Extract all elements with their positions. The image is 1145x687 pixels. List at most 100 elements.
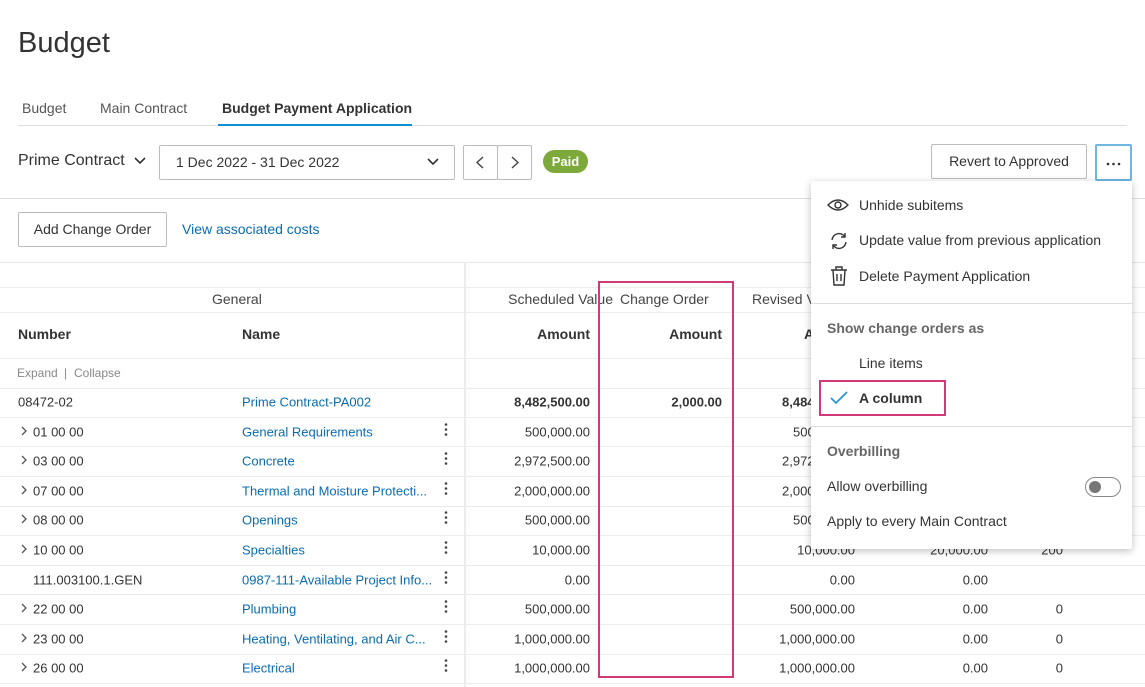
status-badge: Paid	[543, 150, 588, 173]
cell-name[interactable]: Specialties	[242, 542, 305, 558]
row-menu	[440, 451, 452, 472]
cell-number: 01 00 00	[33, 424, 84, 440]
trash-icon	[831, 266, 847, 286]
menu-item[interactable]: Delete Payment Application	[859, 268, 1031, 284]
menu-heading: Overbilling	[827, 443, 901, 459]
chevron	[134, 157, 146, 165]
tab-active[interactable]: Budget Payment Application	[222, 100, 413, 116]
row-menu	[440, 569, 452, 590]
cell-revised: 8,484	[782, 394, 815, 410]
cell-revised: 500,000.00	[789, 601, 855, 617]
row-border	[0, 476, 1145, 477]
date-range: 1 Dec 2022 - 31 Dec 2022	[176, 154, 340, 170]
cell-revised: 0.00	[829, 572, 855, 588]
expand-chevron	[19, 424, 29, 440]
menu-option[interactable]: Line items	[859, 355, 923, 371]
expand-link[interactable]: Expand	[17, 366, 58, 380]
cell-name[interactable]: Openings	[242, 512, 298, 528]
cell-percent: 0	[1055, 601, 1063, 617]
menu-label: Allow overbilling	[827, 478, 928, 494]
group-header: Revised V	[752, 291, 816, 307]
row-border	[0, 594, 1145, 595]
tab[interactable]: Main Contract	[100, 100, 188, 116]
row-border	[0, 388, 1145, 389]
row-menu	[440, 421, 452, 442]
menu-item[interactable]: Apply to every Main Contract	[827, 513, 1007, 529]
cell-name[interactable]: Concrete	[242, 453, 295, 469]
row-menu	[440, 628, 452, 649]
cell-name[interactable]: Heating, Ventilating, and Air C...	[242, 631, 426, 647]
group-header: Scheduled Value	[508, 291, 613, 307]
column-header: A	[804, 326, 815, 342]
frozen-divider	[464, 262, 466, 687]
check-icon	[830, 391, 848, 405]
next-button[interactable]	[497, 145, 532, 180]
cell-revised: 500	[793, 512, 815, 528]
cell-previous: 0.00	[962, 631, 988, 647]
cell-number: 111.003100.1.GEN	[33, 572, 143, 588]
view-costs-link[interactable]: View associated costs	[182, 221, 320, 237]
cell-name[interactable]: Prime Contract-PA002	[242, 394, 372, 410]
cell-number: 10 00 00	[33, 542, 84, 558]
row-border	[0, 654, 1145, 655]
cell-name[interactable]: Plumbing	[242, 601, 297, 617]
expand-chevron	[19, 601, 29, 617]
menu-heading: Show change orders as	[827, 320, 985, 336]
cell-previous: 0.00	[962, 572, 988, 588]
cell-scheduled: 10,000.00	[532, 542, 590, 558]
page-title: Budget	[18, 27, 110, 59]
row-border	[0, 624, 1145, 625]
highlight-column	[598, 281, 734, 678]
row-menu	[440, 510, 452, 531]
cell-name[interactable]: Thermal and Moisture Protecti...	[242, 483, 427, 499]
cell-revised: 500	[793, 424, 815, 440]
cell-percent: 0	[1055, 660, 1063, 676]
menu-item[interactable]: Unhide subitems	[859, 197, 964, 213]
expand-chevron	[19, 660, 29, 676]
expand-chevron	[19, 631, 29, 647]
menu-item[interactable]: Update value from previous application	[859, 232, 1102, 248]
date-select[interactable]	[159, 145, 455, 180]
menu-option-selected[interactable]: A column	[859, 390, 923, 406]
menu-divider	[811, 426, 1132, 427]
cell-revised: 2,972	[782, 453, 815, 469]
toolbar-divider	[0, 198, 1145, 199]
cell-scheduled: 2,972,500.00	[514, 453, 590, 469]
more-button[interactable]	[1095, 144, 1132, 181]
chevron	[427, 158, 439, 166]
cell-number: 08 00 00	[33, 512, 84, 528]
cell-scheduled: 2,000,000.00	[514, 483, 590, 499]
table: General Scheduled Value Change Order Revise…	[0, 262, 1145, 687]
contract-select[interactable]: Prime Contract	[18, 152, 125, 169]
group-header: Change Order	[620, 291, 709, 307]
cell-name[interactable]: Electrical	[242, 660, 295, 676]
cell-name[interactable]: 0987-111-Available Project Info...	[242, 572, 433, 588]
expand-chevron	[19, 512, 29, 528]
tab[interactable]: Budget	[22, 100, 67, 116]
expand-chevron	[19, 542, 29, 558]
cell-percent: 0	[1055, 631, 1063, 647]
row-border	[0, 506, 1145, 507]
cell-number: 08472-02	[18, 394, 73, 410]
collapse-link[interactable]: Collapse	[74, 366, 121, 380]
revert-button[interactable]: Revert to Approved	[931, 144, 1087, 179]
row-border	[0, 535, 1145, 536]
cell-name[interactable]: General Requirements	[242, 424, 373, 440]
refresh-icon	[831, 232, 847, 250]
toggle-knob	[1089, 481, 1101, 493]
cell-number: 22 00 00	[33, 601, 84, 617]
add-change-order[interactable]: Add Change Order	[18, 212, 167, 247]
row-border	[0, 565, 1145, 566]
cell-number: 26 00 00	[33, 660, 84, 676]
highlight-option	[819, 380, 946, 416]
toggle[interactable]	[1085, 477, 1121, 497]
expand-chevron	[19, 453, 29, 469]
cell-number: 23 00 00	[33, 631, 84, 647]
cell-scheduled: 500,000.00	[524, 512, 590, 528]
row-menu	[440, 480, 452, 501]
row-border	[0, 446, 1145, 447]
prev-button[interactable]	[463, 145, 498, 180]
row-border	[0, 358, 1145, 359]
row-menu	[440, 540, 452, 561]
